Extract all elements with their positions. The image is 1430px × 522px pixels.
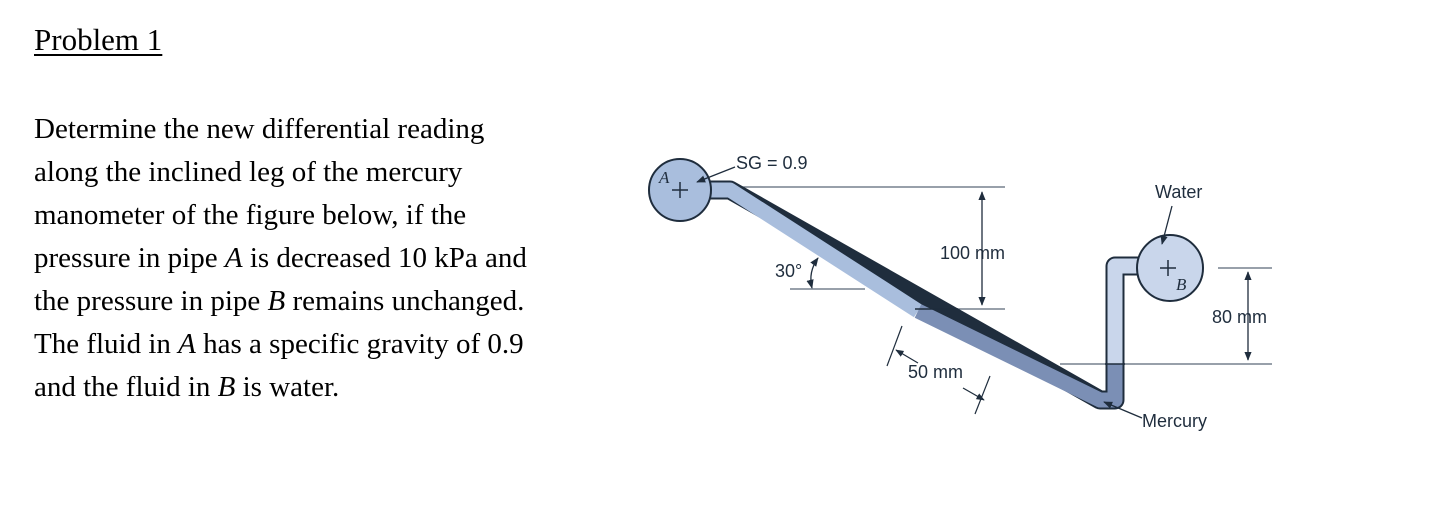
statement-line-5: the pressure in pipe B remains unchanged…: [34, 280, 674, 323]
pipe-a-letter: A: [658, 168, 670, 187]
mercury-leader: [1103, 401, 1143, 419]
dim-50-tick-start: [886, 325, 903, 367]
statement-line-4: pressure in pipe A is decreased 10 kPa a…: [34, 237, 674, 280]
dim-80-label: 80 mm: [1212, 307, 1267, 327]
statement-line-6-text-c: has a specific gravity of 0.9: [195, 328, 524, 360]
water-label: Water: [1155, 182, 1202, 202]
sg-leader: [696, 166, 736, 183]
statement-line-7-text-c: is water.: [235, 371, 340, 403]
angle-label: 30°: [775, 261, 802, 281]
problem-heading: Problem 1: [34, 22, 163, 57]
pipe-b-letter: B: [1176, 275, 1187, 294]
statement-line-7: and the fluid in B is water.: [34, 366, 674, 409]
statement-line-5-text-c: remains unchanged.: [285, 285, 525, 317]
manometer-figure: A B SG = 0.9 Water Mercury 30° 100 mm 50…: [648, 153, 1272, 431]
statement-line-3: manometer of the figure below, if the: [34, 199, 467, 231]
fluid-a-column: [690, 182, 923, 318]
problem-statement: Determine the new differential reading a…: [34, 108, 674, 409]
statement-line-1: Determine the new differential reading: [34, 113, 485, 145]
statement-line-7-text-a: and the fluid in: [34, 371, 218, 403]
statement-line-5-text-a: the pressure in pipe: [34, 285, 268, 317]
statement-line-4-text-c: is decreased 10 kPa and: [242, 242, 527, 274]
mercury-label: Mercury: [1142, 411, 1207, 431]
statement-pipe-b-ref: B: [267, 285, 286, 317]
statement-line-6-text-a: The fluid in: [34, 328, 179, 360]
statement-fluid-b-ref: B: [217, 371, 236, 403]
statement-line-6: The fluid in A has a specific gravity of…: [34, 323, 674, 366]
statement-line-2: along the inclined leg of the mercury: [34, 156, 463, 188]
dim-50-arrow-start: [895, 349, 919, 364]
dim-50-arrow-end: [962, 387, 985, 401]
sg-label: SG = 0.9: [736, 153, 808, 173]
angle-arc: [806, 257, 819, 289]
dim-100-label: 100 mm: [940, 243, 1005, 263]
statement-pipe-a-ref: A: [224, 242, 243, 274]
statement-line-4-text-a: pressure in pipe: [34, 242, 225, 274]
dim-50-label: 50 mm: [908, 362, 963, 382]
mercury-column: [914, 304, 1123, 408]
water-leader: [1160, 205, 1173, 245]
statement-fluid-a-ref: A: [178, 328, 196, 360]
dim-50-tick-end: [974, 375, 991, 415]
